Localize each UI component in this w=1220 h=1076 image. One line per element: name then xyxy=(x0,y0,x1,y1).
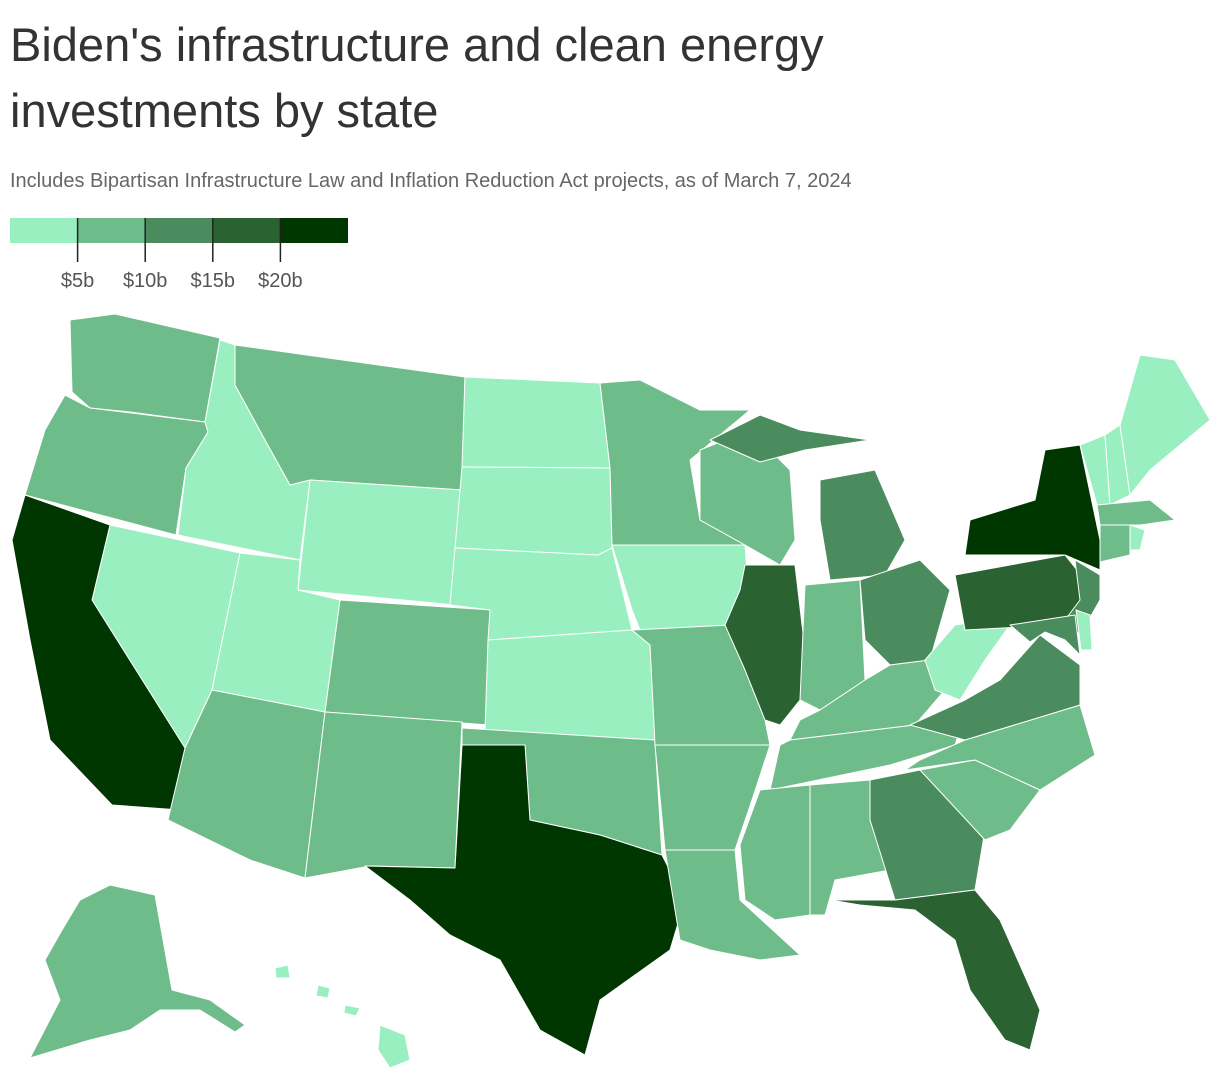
legend-swatch xyxy=(280,218,348,243)
subtitle: Includes Bipartisan Infrastructure Law a… xyxy=(10,170,852,192)
state xyxy=(709,414,871,463)
state xyxy=(274,964,291,979)
state xyxy=(324,599,493,726)
state xyxy=(611,544,749,631)
state xyxy=(461,376,611,469)
state xyxy=(11,494,186,811)
state xyxy=(904,704,1096,791)
state xyxy=(829,889,1041,1051)
legend-swatch xyxy=(10,218,78,243)
state xyxy=(1099,524,1131,563)
state xyxy=(364,744,686,1056)
title-line: Biden's infrastructure and clean energy xyxy=(10,18,824,71)
state xyxy=(909,634,1081,741)
legend-swatch xyxy=(145,218,213,243)
state xyxy=(377,1024,411,1069)
state xyxy=(654,744,771,851)
state xyxy=(819,469,906,581)
state xyxy=(924,619,1011,701)
state xyxy=(964,444,1101,571)
state xyxy=(484,629,656,741)
state xyxy=(69,313,221,423)
legend-tick-label: $5b xyxy=(61,270,94,292)
state xyxy=(1009,614,1081,656)
state xyxy=(343,1004,361,1017)
state xyxy=(664,849,801,961)
legend: $5b $10b $15b $20b xyxy=(10,218,348,292)
legend-tick-label: $10b xyxy=(123,270,168,292)
state xyxy=(1129,524,1146,551)
legend-tick-label: $20b xyxy=(258,270,303,292)
title-line: investments by state xyxy=(10,84,438,137)
state xyxy=(1096,499,1176,526)
map xyxy=(11,313,1211,1069)
state xyxy=(599,379,751,546)
state xyxy=(1119,354,1211,496)
state xyxy=(304,711,463,879)
state xyxy=(315,984,331,999)
state xyxy=(454,466,613,556)
legend-swatch xyxy=(212,218,281,243)
state xyxy=(297,479,463,606)
state xyxy=(724,564,806,726)
state xyxy=(1075,609,1093,651)
legend-swatch xyxy=(77,218,146,243)
state xyxy=(29,884,246,1059)
legend-tick-label: $15b xyxy=(191,270,236,292)
